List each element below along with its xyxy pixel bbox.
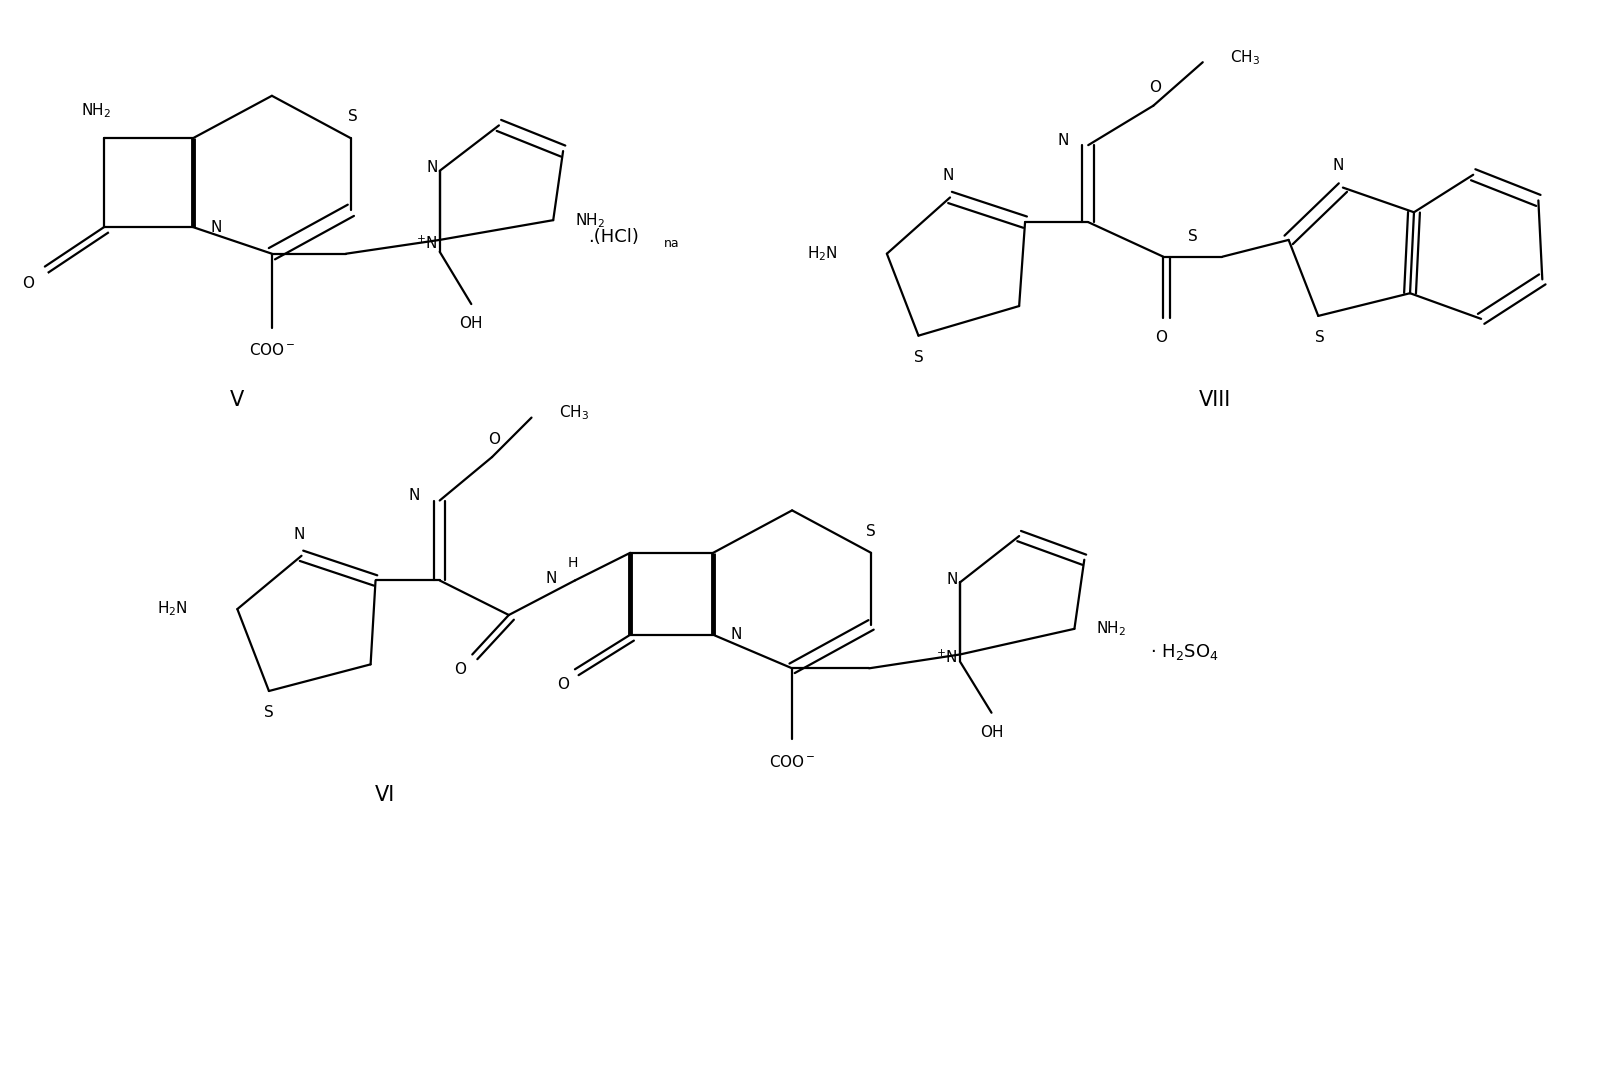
Text: VIII: VIII — [1198, 390, 1230, 410]
Text: N: N — [1333, 158, 1344, 174]
Text: N: N — [1058, 133, 1069, 148]
Text: S: S — [1315, 330, 1325, 345]
Text: na: na — [664, 237, 680, 250]
Text: $\!^+\!$N: $\!^+\!$N — [938, 649, 958, 666]
Text: CH$_3$: CH$_3$ — [558, 403, 589, 421]
Text: H$_2$N: H$_2$N — [157, 599, 187, 619]
Text: S: S — [1187, 230, 1198, 245]
Text: N: N — [211, 220, 222, 235]
Text: N: N — [947, 572, 958, 588]
Text: NH$_2$: NH$_2$ — [82, 101, 112, 120]
Text: .(HCl): .(HCl) — [587, 227, 638, 246]
Text: COO$^-$: COO$^-$ — [768, 755, 816, 770]
Text: OH: OH — [979, 725, 1003, 740]
Text: $\!^+\!$N: $\!^+\!$N — [418, 234, 438, 251]
Text: VI: VI — [376, 785, 395, 804]
Text: NH$_2$: NH$_2$ — [1096, 620, 1126, 638]
Text: O: O — [454, 662, 467, 677]
Text: COO$^-$: COO$^-$ — [248, 343, 296, 359]
Text: S: S — [264, 705, 274, 720]
Text: H$_2$N: H$_2$N — [806, 245, 837, 263]
Text: S: S — [347, 109, 358, 124]
Text: V: V — [230, 390, 245, 410]
Text: N: N — [408, 488, 419, 503]
Text: OH: OH — [459, 316, 483, 331]
Text: CH$_3$: CH$_3$ — [1230, 47, 1261, 67]
Text: N: N — [294, 526, 306, 541]
Text: N: N — [731, 627, 742, 642]
Text: N: N — [546, 571, 557, 586]
Text: NH$_2$: NH$_2$ — [574, 211, 605, 230]
Text: O: O — [1155, 330, 1168, 345]
Text: N: N — [942, 168, 954, 183]
Text: S: S — [866, 524, 875, 539]
Text: O: O — [1149, 81, 1162, 95]
Text: S: S — [914, 350, 923, 364]
Text: H: H — [568, 555, 578, 569]
Text: O: O — [488, 432, 499, 446]
Text: N: N — [426, 161, 438, 176]
Text: O: O — [557, 677, 570, 692]
Text: · H$_2$SO$_4$: · H$_2$SO$_4$ — [1150, 641, 1219, 662]
Text: O: O — [22, 276, 34, 291]
